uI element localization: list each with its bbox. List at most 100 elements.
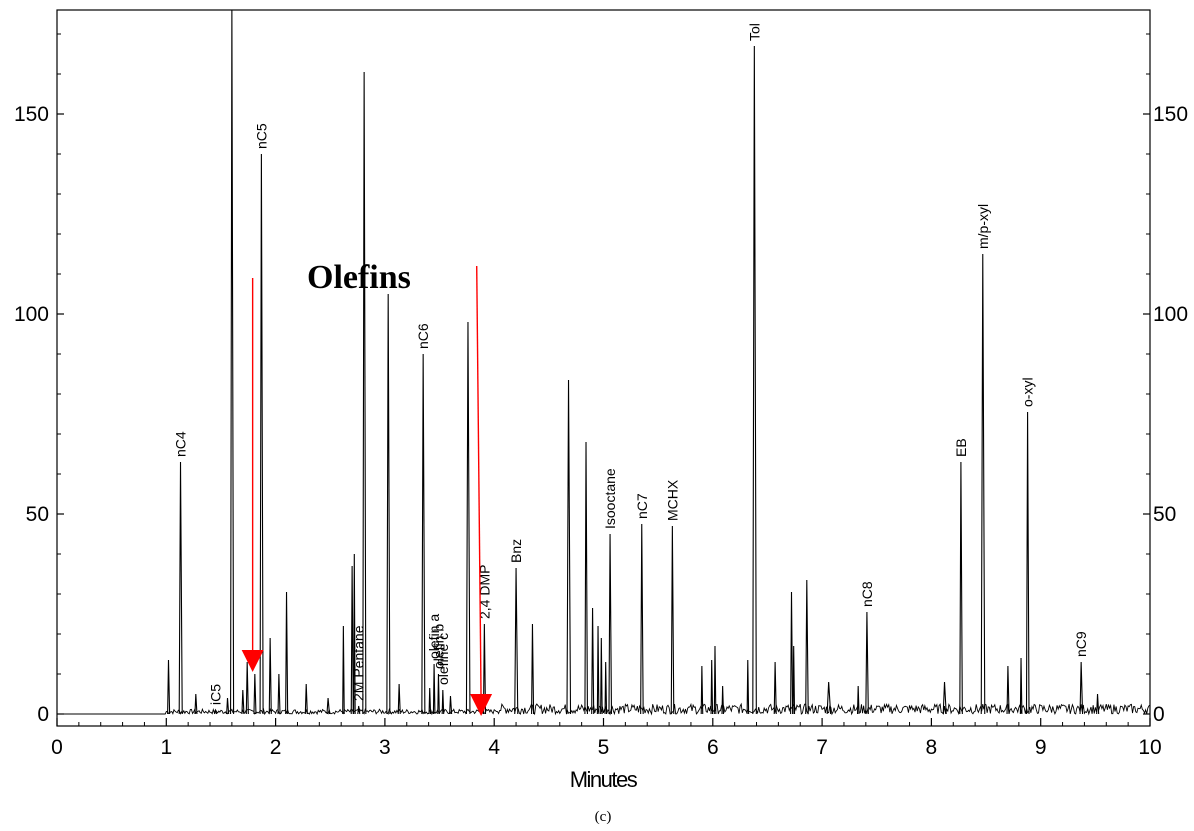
y-tick-label-right: 0 xyxy=(1153,703,1165,726)
peak-label: nC6 xyxy=(415,323,431,349)
peak xyxy=(826,681,832,715)
x-tick-label: 8 xyxy=(926,736,938,759)
peak-label: 2,4 DMP xyxy=(476,565,492,619)
arrow-head xyxy=(241,650,264,672)
peak xyxy=(304,683,308,715)
peak xyxy=(959,461,963,715)
peak xyxy=(353,553,356,715)
peak xyxy=(386,293,391,715)
peak xyxy=(700,665,704,715)
peak-label: MCHX xyxy=(664,479,680,521)
peak-label: nC5 xyxy=(253,123,269,149)
peak xyxy=(604,661,608,715)
peak xyxy=(566,379,572,715)
peak-label: 2M Pentane xyxy=(351,625,367,701)
peak-label: iC5 xyxy=(207,684,223,705)
x-axis: 0 1 2 3 4 5 6 7 8 9 10 xyxy=(51,718,1162,759)
peak-label: nC4 xyxy=(173,431,189,457)
peak-label: olefin b xyxy=(430,624,446,669)
x-tick-label: 6 xyxy=(707,736,719,759)
peak xyxy=(357,705,361,715)
peak-label: Isooctane xyxy=(602,468,618,529)
figure-caption: (c) xyxy=(595,809,612,825)
peak xyxy=(1096,693,1100,715)
peak xyxy=(640,523,644,715)
peak xyxy=(178,461,183,715)
baseline-noise xyxy=(57,702,1151,716)
peak xyxy=(942,681,947,715)
arrow-shaft xyxy=(476,265,482,701)
peak xyxy=(591,607,595,715)
plot-frame xyxy=(56,9,1151,727)
x-tick-label: 5 xyxy=(598,736,610,759)
peak xyxy=(773,661,777,715)
peak xyxy=(746,659,750,715)
olefins-annotation: Olefins xyxy=(307,259,411,296)
y-tick-label-left: 0 xyxy=(37,703,49,726)
peak xyxy=(514,567,519,715)
peak xyxy=(285,591,289,715)
peak-label: nC8 xyxy=(859,581,875,607)
peak xyxy=(245,661,249,715)
peak xyxy=(432,663,436,715)
peak xyxy=(277,673,281,715)
y-axis-right: 0 50 100 150 xyxy=(1143,33,1188,726)
peak xyxy=(1079,661,1084,715)
peak-label: olefin a xyxy=(426,614,442,659)
peak xyxy=(600,637,603,715)
peak xyxy=(1025,411,1030,715)
chromatogram-peaks xyxy=(167,9,1100,715)
peak-label: EB xyxy=(953,438,969,457)
peak xyxy=(397,683,401,715)
peak xyxy=(531,623,535,715)
peak xyxy=(421,353,426,715)
y-tick-label-right: 150 xyxy=(1153,103,1188,126)
peak-label: Tol xyxy=(746,23,762,41)
peak xyxy=(865,611,869,715)
peak xyxy=(1019,657,1023,715)
peak xyxy=(437,673,440,715)
peak xyxy=(268,637,272,715)
x-axis-label: Minutes xyxy=(570,767,638,792)
peak xyxy=(167,659,171,715)
peak xyxy=(326,697,331,715)
peak xyxy=(226,697,230,715)
peak-label: o-xyl xyxy=(1020,377,1036,407)
peak xyxy=(253,673,257,715)
peak xyxy=(596,625,600,715)
peak xyxy=(608,533,613,715)
peak xyxy=(805,579,809,715)
peak xyxy=(350,565,354,715)
peak xyxy=(713,645,717,715)
peak-label: Bnz xyxy=(508,539,524,563)
peak xyxy=(792,645,796,715)
peak xyxy=(482,623,487,715)
baseline-trace xyxy=(57,702,1151,716)
peak xyxy=(721,685,725,715)
peak-label: nC9 xyxy=(1073,631,1089,657)
peak xyxy=(428,687,432,715)
peak xyxy=(465,321,471,715)
peak xyxy=(856,685,860,715)
olefin-arrows xyxy=(241,265,493,716)
peak-label: olefine c xyxy=(435,633,451,685)
x-tick-label: 0 xyxy=(51,736,63,759)
y-tick-label-right: 50 xyxy=(1153,503,1176,526)
peak xyxy=(670,525,675,715)
peak xyxy=(449,695,453,715)
peak xyxy=(241,689,245,715)
y-tick-label-left: 50 xyxy=(26,503,49,526)
x-tick-label: 7 xyxy=(816,736,828,759)
y-axis-left: 0 50 100 150 xyxy=(14,33,64,726)
peak xyxy=(710,659,714,715)
y-tick-label-left: 100 xyxy=(14,303,49,326)
peak-label: nC7 xyxy=(634,493,650,519)
y-tick-label-left: 150 xyxy=(14,103,49,126)
peak xyxy=(342,625,345,715)
x-tick-label: 10 xyxy=(1138,736,1161,759)
x-tick-label: 4 xyxy=(488,736,500,759)
x-tick-label: 9 xyxy=(1035,736,1047,759)
peak xyxy=(194,693,198,715)
